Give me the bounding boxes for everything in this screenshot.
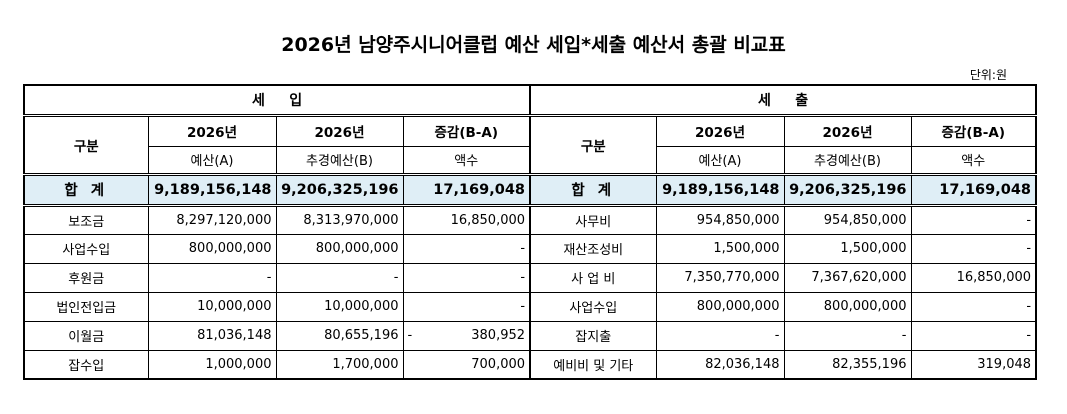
- income-row-diff-cell: - 380,952: [402, 320, 532, 351]
- unit-label: 단위:원: [969, 68, 1007, 82]
- expense-total-label: 합 계: [529, 173, 657, 207]
- expense-row-diff: -: [910, 233, 1038, 264]
- income-row-name: 후원금: [23, 262, 149, 293]
- income-row-diff: -: [402, 233, 532, 264]
- table-row: 사업수입 800,000,000 800,000,000 -: [529, 291, 1038, 322]
- table-row: 잡지출 - - -: [529, 320, 1038, 351]
- expense-row-name: 사 업 비: [529, 262, 657, 293]
- expense-row-a: 954,850,000: [655, 204, 785, 235]
- expense-row-b: 82,355,196: [783, 349, 912, 380]
- expense-col-diff-sub: 액수: [910, 145, 1038, 176]
- income-row-diff: -: [402, 291, 532, 322]
- income-total-row: 합 계 9,189,156,148 9,206,325,196 17,169,0…: [23, 173, 532, 207]
- income-row-b: 1,700,000: [275, 349, 404, 380]
- income-row-diff: 16,850,000: [402, 204, 532, 235]
- expense-row-diff: 319,048: [910, 349, 1038, 380]
- income-row-name: 이월금: [23, 320, 149, 351]
- expense-row-name: 사무비: [529, 204, 657, 235]
- expense-row-a: 82,036,148: [655, 349, 785, 380]
- expense-row-a: 800,000,000: [655, 291, 785, 322]
- table-row: 사업수입 800,000,000 800,000,000 -: [23, 233, 532, 264]
- expense-table: 세 출 구분 2026년 2026년 증감(B-A) 예산(A) 추경예산(B)…: [528, 84, 1038, 380]
- income-total-a: 9,189,156,148: [147, 173, 277, 207]
- table-row: 법인전입금 10,000,000 10,000,000 -: [23, 291, 532, 322]
- income-row-diff: 380,952: [471, 328, 526, 343]
- income-row-a: 81,036,148: [147, 320, 277, 351]
- expense-total-b: 9,206,325,196: [783, 173, 912, 207]
- expense-row-diff: -: [910, 320, 1038, 351]
- table-row: 재산조성비 1,500,000 1,500,000 -: [529, 233, 1038, 264]
- income-row-a: 1,000,000: [147, 349, 277, 380]
- expense-total-row: 합 계 9,189,156,148 9,206,325,196 17,169,0…: [529, 173, 1038, 207]
- expense-row-a: -: [655, 320, 785, 351]
- income-row-b: -: [275, 262, 404, 293]
- income-row-diff: -: [402, 262, 532, 293]
- expense-row-b: 954,850,000: [783, 204, 912, 235]
- income-row-b: 8,313,970,000: [275, 204, 404, 235]
- income-row-name: 법인전입금: [23, 291, 149, 322]
- table-row: 이월금 81,036,148 80,655,196 - 380,952: [23, 320, 532, 351]
- income-row-name: 보조금: [23, 204, 149, 235]
- expense-col-y2-sub: 추경예산(B): [783, 145, 912, 176]
- expense-row-b: 1,500,000: [783, 233, 912, 264]
- table-row: 사무비 954,850,000 954,850,000 -: [529, 204, 1038, 235]
- expense-row-b: -: [783, 320, 912, 351]
- income-row-a: -: [147, 262, 277, 293]
- expense-row-a: 7,350,770,000: [655, 262, 785, 293]
- income-row-name: 사업수입: [23, 233, 149, 264]
- expense-col-gubun: 구분: [529, 114, 657, 176]
- expense-row-diff: -: [910, 204, 1038, 235]
- income-row-b: 80,655,196: [275, 320, 404, 351]
- expense-row-a: 1,500,000: [655, 233, 785, 264]
- table-row: 사 업 비 7,350,770,000 7,367,620,000 16,850…: [529, 262, 1038, 293]
- expense-col-y1-sub: 예산(A): [655, 145, 785, 176]
- income-total-diff: 17,169,048: [402, 173, 532, 207]
- income-col-diff: 증감(B-A): [402, 114, 532, 147]
- income-col-gubun: 구분: [23, 114, 149, 176]
- income-col-y2-sub: 추경예산(B): [275, 145, 404, 176]
- income-total-label: 합 계: [23, 173, 149, 207]
- income-table: 세 입 구분 2026년 2026년 증감(B-A) 예산(A) 추경예산(B)…: [22, 84, 532, 380]
- expense-col-y1: 2026년: [655, 114, 785, 147]
- negative-sign: -: [407, 328, 413, 343]
- income-row-b: 10,000,000: [275, 291, 404, 322]
- income-row-a: 10,000,000: [147, 291, 277, 322]
- income-row-diff: 700,000: [402, 349, 532, 380]
- expense-row-name: 사업수입: [529, 291, 657, 322]
- income-col-y2: 2026년: [275, 114, 404, 147]
- table-row: 보조금 8,297,120,000 8,313,970,000 16,850,0…: [23, 204, 532, 235]
- income-row-a: 800,000,000: [147, 233, 277, 264]
- table-row: 후원금 - - -: [23, 262, 532, 293]
- expense-total-a: 9,189,156,148: [655, 173, 785, 207]
- income-col-y1-sub: 예산(A): [147, 145, 277, 176]
- expense-col-y2: 2026년: [783, 114, 912, 147]
- expense-header: 세 출: [528, 84, 1038, 117]
- income-header: 세 입: [22, 84, 532, 117]
- expense-row-diff: 16,850,000: [910, 262, 1038, 293]
- expense-row-name: 잡지출: [529, 320, 657, 351]
- income-row-b: 800,000,000: [275, 233, 404, 264]
- table-row: 예비비 및 기타 82,036,148 82,355,196 319,048: [529, 349, 1038, 380]
- table-row: 잡수입 1,000,000 1,700,000 700,000: [23, 349, 532, 380]
- expense-total-diff: 17,169,048: [910, 173, 1038, 207]
- expense-row-name: 예비비 및 기타: [529, 349, 657, 380]
- expense-row-name: 재산조성비: [529, 233, 657, 264]
- expense-row-b: 7,367,620,000: [783, 262, 912, 293]
- expense-row-b: 800,000,000: [783, 291, 912, 322]
- income-total-b: 9,206,325,196: [275, 173, 404, 207]
- income-row-a: 8,297,120,000: [147, 204, 277, 235]
- expense-col-diff: 증감(B-A): [910, 114, 1038, 147]
- expense-row-diff: -: [910, 291, 1038, 322]
- income-col-y1: 2026년: [147, 114, 277, 147]
- income-col-diff-sub: 액수: [402, 145, 532, 176]
- page-title: 2026년 남양주시니어클럽 예산 세입*세출 예산서 총괄 비교표: [281, 34, 786, 56]
- income-row-name: 잡수입: [23, 349, 149, 380]
